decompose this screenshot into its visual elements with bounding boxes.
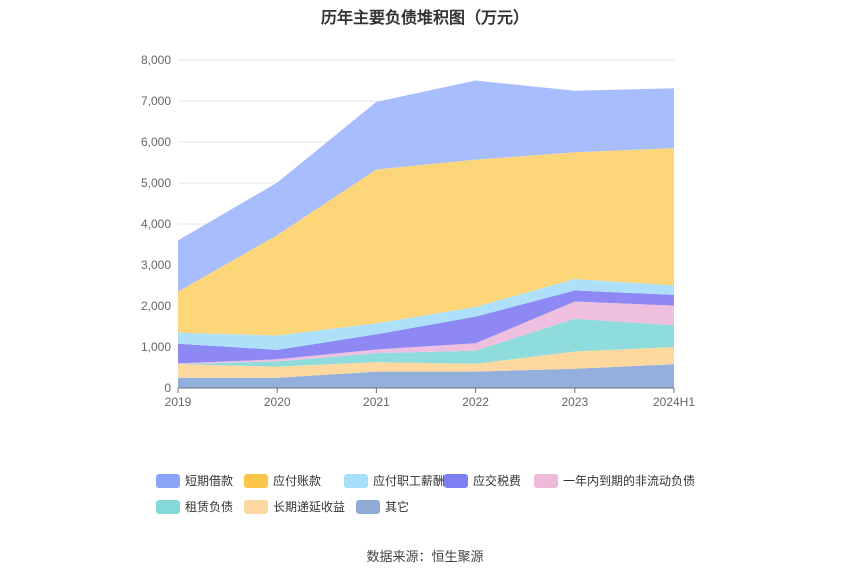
y-tick-label: 0	[164, 381, 171, 395]
legend-item[interactable]: 其它	[356, 498, 409, 515]
legend-swatch	[534, 473, 558, 488]
legend-item[interactable]: 短期借款	[156, 472, 233, 489]
legend-swatch	[156, 473, 180, 488]
legend-swatch	[344, 473, 368, 488]
legend-swatch	[156, 499, 180, 514]
area-series	[178, 80, 674, 388]
x-tick-label: 2024H1	[653, 395, 695, 409]
y-tick-label: 4,000	[141, 217, 171, 231]
area-一年内到期的非流动负债	[178, 301, 674, 365]
legend-item[interactable]: 一年内到期的非流动负债	[534, 472, 695, 489]
chart-title: 历年主要负债堆积图（万元）	[320, 10, 529, 27]
legend-label: 短期借款	[185, 474, 234, 488]
x-tick-label: 2023	[561, 395, 588, 409]
legend-label: 应付职工薪酬	[373, 474, 446, 488]
legend-label: 一年内到期的非流动负债	[563, 474, 696, 488]
x-tick-label: 2021	[363, 395, 390, 409]
x-tick-label: 2022	[462, 395, 489, 409]
area-应付职工薪酬	[178, 278, 674, 350]
legend-swatch	[244, 473, 268, 488]
legend-item[interactable]: 应交税费	[444, 472, 521, 489]
legend-item[interactable]: 长期递延收益	[244, 498, 345, 515]
y-tick-label: 6,000	[141, 135, 171, 149]
area-其它	[178, 364, 674, 388]
legend-item[interactable]: 租赁负债	[156, 498, 233, 515]
area-租赁负债	[178, 318, 674, 367]
legend-swatch	[244, 499, 268, 514]
legend-label: 租赁负债	[185, 500, 234, 514]
axes: 0 1,000 2,000 3,000 4,000 5,000 6,000 7,000 8,00…	[141, 53, 695, 409]
y-tick-label: 1,000	[141, 340, 171, 354]
y-tick-label: 2,000	[141, 299, 171, 313]
y-tick-label: 5,000	[141, 176, 171, 190]
legend-label: 其它	[385, 500, 410, 514]
legend-label: 应交税费	[473, 474, 522, 488]
legend-swatch	[356, 499, 380, 514]
legend-item[interactable]: 应付账款	[244, 472, 321, 489]
source-text: 数据来源：恒生聚源	[366, 549, 484, 564]
area-短期借款	[178, 80, 674, 292]
x-tick-label: 2019	[165, 395, 192, 409]
stacked-area-chart: 0 1,000 2,000 3,000 4,000 5,000 6,000 7,000 8,00…	[141, 53, 695, 409]
y-tick-label: 8,000	[141, 53, 171, 67]
area-应交税费	[178, 290, 674, 364]
y-tick-label: 7,000	[141, 94, 171, 108]
legend-item[interactable]: 应付职工薪酬	[344, 472, 445, 489]
legend-swatch	[444, 473, 468, 488]
legend-label: 应付账款	[273, 474, 322, 488]
area-长期递延收益	[178, 347, 674, 378]
y-tick-label: 3,000	[141, 258, 171, 272]
x-tick-label: 2020	[264, 395, 291, 409]
legend-label: 长期递延收益	[273, 500, 346, 514]
area-应付账款	[178, 148, 674, 336]
